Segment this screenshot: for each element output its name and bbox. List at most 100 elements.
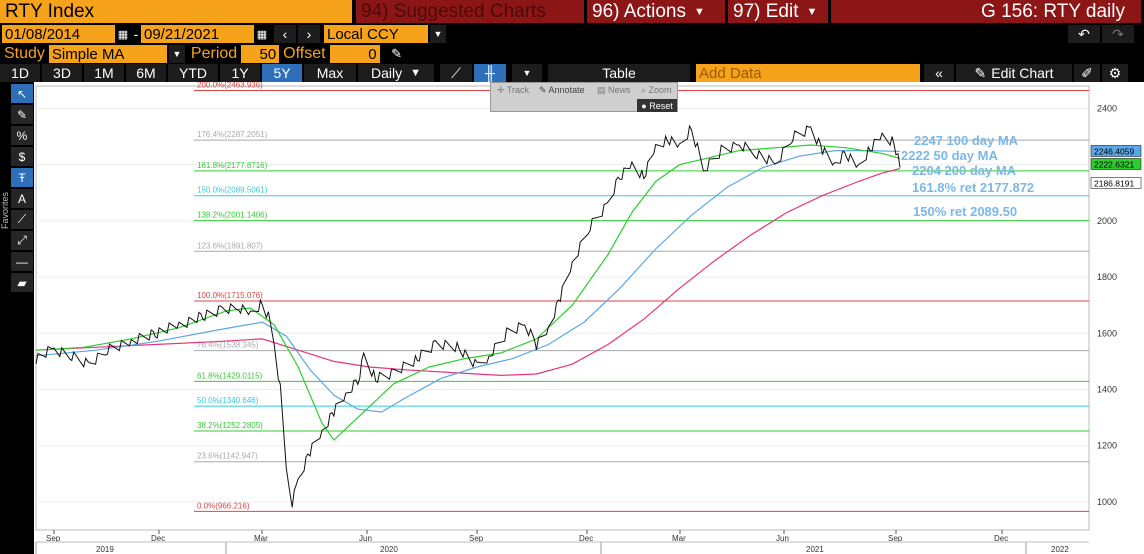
y-tick-label: 2400 <box>1097 103 1117 113</box>
brush-tool[interactable]: ⟋ <box>11 210 33 229</box>
period-label: Period <box>190 45 238 62</box>
undo-button[interactable]: ↶ <box>1068 25 1100 43</box>
line-chart-button[interactable]: ⟋ <box>440 64 472 82</box>
calendar-icon[interactable]: ▦ <box>117 28 129 41</box>
chart-type-dropdown[interactable]: ▼ <box>512 64 542 82</box>
gear-icon: ⚙ <box>1108 64 1122 81</box>
dollar-icon: $ <box>18 149 26 164</box>
study-dropdown-button[interactable]: ▼ <box>168 45 185 63</box>
gear-button[interactable]: ⚙ <box>1102 64 1128 82</box>
last-value-label: 2186.8191 <box>1094 178 1134 188</box>
currency-dropdown-button[interactable]: ▼ <box>430 25 446 43</box>
zoom-label: Zoom <box>648 85 672 95</box>
chevron-down-icon: ▼ <box>522 68 532 78</box>
period-input[interactable]: 50 <box>241 45 280 63</box>
range-5y[interactable]: 5Y <box>262 64 302 82</box>
study-label: Study <box>4 45 45 62</box>
horizontal-line-tool[interactable]: — <box>11 252 33 271</box>
y-tick-label: 2000 <box>1097 216 1117 226</box>
last-value-box <box>1090 158 1142 170</box>
fib-level-label: 176.4%(2287.2051) <box>197 130 268 139</box>
favorites-label: Favorites <box>0 192 10 230</box>
range-1d[interactable]: 1D <box>0 64 40 82</box>
range-1y[interactable]: 1Y <box>220 64 260 82</box>
trendline-tool[interactable]: ⤢ <box>11 231 33 250</box>
range-ytd[interactable]: YTD <box>168 64 218 82</box>
text-tool[interactable]: A <box>11 189 33 208</box>
actions-menu-button[interactable]: 96) Actions ▼ <box>587 0 725 23</box>
x-month-label: Mar <box>672 534 686 543</box>
track-button[interactable]: ✛ Track <box>497 85 530 95</box>
range-1m[interactable]: 1M <box>84 64 124 82</box>
offset-input[interactable]: 0 <box>329 45 380 63</box>
fib-level-label: 123.6%(1891.807) <box>197 241 263 250</box>
reset-icon: ● <box>641 100 647 111</box>
last-value-box <box>1090 145 1142 157</box>
y-tick-label: 1800 <box>1097 272 1117 282</box>
add-data-input[interactable]: Add Data <box>696 64 920 82</box>
annotation-text: 150% ret 2089.50 <box>913 204 1017 219</box>
pencil-icon: ✎ <box>16 107 28 122</box>
trendline-icon: ⤢ <box>17 233 27 247</box>
redo-button[interactable]: ↷ <box>1102 25 1134 43</box>
start-date-input[interactable]: 01/08/2014 <box>2 25 115 43</box>
ticker-field[interactable]: RTY Index <box>0 0 352 23</box>
suggested-charts-button[interactable]: 94) Suggested Charts <box>356 0 584 23</box>
study-select[interactable]: Simple MA <box>48 45 167 63</box>
ma200-line <box>35 168 901 377</box>
redo-icon: ↷ <box>1112 25 1124 42</box>
ma100-line <box>35 150 901 413</box>
range-toolbar: 1D 3D 1M 6M YTD 1Y 5Y Max Daily ▼ ⟋ ╫ ▼ … <box>0 64 1144 82</box>
end-date-input[interactable]: 09/21/2021 <box>141 25 254 43</box>
price-chart[interactable]: 10001200140016001800200022002400200.0%(2… <box>34 82 1144 554</box>
fib-level-label: 138.2%(2001.1406) <box>197 211 268 220</box>
range-3d[interactable]: 3D <box>42 64 82 82</box>
frequency-select[interactable]: Daily ▼ <box>358 64 434 82</box>
channel-icon: ▰ <box>17 275 27 290</box>
fib-level-label: 38.2%(1252.2805) <box>197 421 263 430</box>
cursor-tool[interactable]: ↖ <box>11 84 33 103</box>
channel-tool[interactable]: ▰ <box>11 273 33 292</box>
line-chart-icon: ⟋ <box>451 64 461 81</box>
zoom-button[interactable]: ⌕ Zoom <box>641 85 672 95</box>
brush-icon: ⟋ <box>17 212 27 226</box>
previous-arrow-button[interactable]: ‹ <box>274 25 296 43</box>
chart-settings-button[interactable]: ✐ <box>1074 64 1100 82</box>
bar-chart-button[interactable]: ╫ <box>474 64 506 82</box>
last-value-label: 2222.6321 <box>1094 160 1134 170</box>
fibonacci-tool[interactable]: Ŧ <box>11 168 33 187</box>
currency-select[interactable]: Local CCY <box>324 25 428 43</box>
x-year-label: 2022 <box>1051 545 1069 554</box>
calendar-icon[interactable]: ▦ <box>256 28 268 41</box>
chart-area[interactable]: ↖ ✎ % $ Ŧ A ⟋ ⤢ — ▰ Favorites 1000 1200 14… <box>0 82 1144 554</box>
next-arrow-button[interactable]: › <box>298 25 320 43</box>
table-button[interactable]: Table <box>548 64 690 82</box>
draw-tool[interactable]: ✎ <box>11 105 33 124</box>
x-month-label: Jun <box>359 534 372 543</box>
annotation-text: 2247 100 day MA <box>914 133 1019 148</box>
news-button[interactable]: ▤ News <box>597 85 631 95</box>
track-label: Track <box>506 85 530 95</box>
annotate-button[interactable]: ✎ Annotate <box>539 85 585 95</box>
chevron-down-icon: ▼ <box>433 29 443 39</box>
last-value-label: 2246.4059 <box>1094 146 1134 156</box>
fib-level-label: 150.0%(2089.5061) <box>197 186 268 195</box>
actions-label: 96) Actions <box>592 0 686 22</box>
dollar-tool[interactable]: $ <box>11 147 33 166</box>
collapse-button[interactable]: « <box>924 64 954 82</box>
range-6m[interactable]: 6M <box>126 64 166 82</box>
chevron-left-icon: ‹ <box>282 26 288 42</box>
y-tick-label: 1600 <box>1097 328 1117 338</box>
reset-button[interactable]: ● Reset <box>637 99 677 112</box>
ohlc-bar-icon: ╫ <box>485 65 495 81</box>
percent-tool[interactable]: % <box>11 126 33 145</box>
chart-id-title: G 156: RTY daily <box>831 0 1141 23</box>
ma50-line <box>35 144 901 442</box>
pencil-icon[interactable]: ✎ <box>391 46 403 61</box>
range-max[interactable]: Max <box>304 64 356 82</box>
x-month-label: Sep <box>888 534 903 543</box>
chevron-down-icon: ▼ <box>694 5 705 18</box>
mini-toolbar: ✛ Track ✎ Annotate ▤ News ⌕ Zoom ● Reset <box>490 82 678 112</box>
edit-menu-button[interactable]: 97) Edit ▼ <box>728 0 828 23</box>
edit-chart-button[interactable]: ✎ Edit Chart <box>956 64 1072 82</box>
